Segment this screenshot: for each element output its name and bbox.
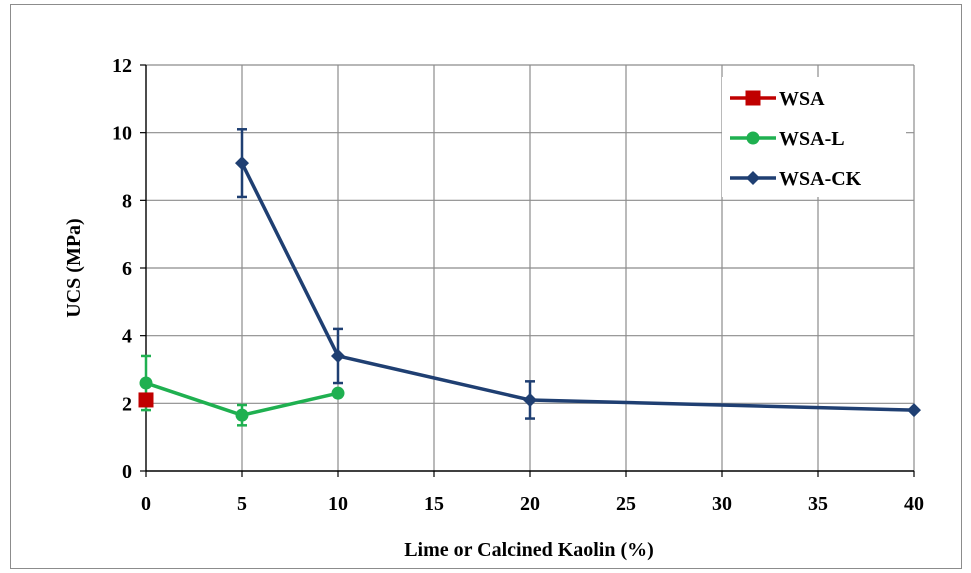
x-tick-label-35: 35 bbox=[808, 493, 828, 515]
tick-labels: 0 5 10 15 20 25 30 35 40 0 2 4 6 8 10 12 bbox=[112, 55, 924, 515]
y-tick-label-0: 0 bbox=[122, 461, 132, 483]
y-tick-label-4: 4 bbox=[122, 326, 132, 348]
x-tick-label-0: 0 bbox=[141, 493, 151, 515]
y-tick-label-6: 6 bbox=[122, 258, 132, 280]
legend-label-wsa-ck: WSA-CK bbox=[779, 168, 862, 190]
legend-marker-wsa-l bbox=[746, 131, 760, 145]
point-wsa-0 bbox=[138, 392, 154, 408]
point-wsa-l-1 bbox=[235, 408, 249, 422]
y-tick-label-10: 10 bbox=[112, 123, 132, 145]
x-tick-label-10: 10 bbox=[328, 493, 348, 515]
point-wsa-ck-2 bbox=[523, 392, 537, 407]
x-tick-label-25: 25 bbox=[616, 493, 636, 515]
legend-marker-wsa bbox=[745, 90, 761, 106]
point-wsa-l-0 bbox=[139, 376, 153, 390]
point-wsa-ck-3 bbox=[907, 403, 921, 418]
y-tick-label-2: 2 bbox=[122, 393, 132, 415]
x-tick-label-20: 20 bbox=[520, 493, 540, 515]
series-line-wsa-ck bbox=[240, 162, 915, 412]
point-wsa-ck-1 bbox=[331, 348, 345, 363]
point-wsa-ck-0 bbox=[235, 156, 249, 171]
legend-label-wsa-l: WSA-L bbox=[779, 128, 845, 150]
series-markers bbox=[138, 156, 921, 422]
x-tick-label-30: 30 bbox=[712, 493, 732, 515]
legend-label-wsa: WSA bbox=[779, 88, 825, 110]
y-tick-label-12: 12 bbox=[112, 55, 132, 77]
point-wsa-l-2 bbox=[331, 386, 345, 400]
y-axis-title: UCS (MPa) bbox=[63, 218, 85, 317]
x-tick-label-40: 40 bbox=[904, 493, 924, 515]
x-axis-title: Lime or Calcined Kaolin (%) bbox=[404, 539, 654, 561]
x-tick-label-15: 15 bbox=[424, 493, 444, 515]
legend: WSA WSA-L WSA-CK bbox=[722, 77, 906, 197]
legend-marker-wsa-ck bbox=[746, 171, 760, 185]
x-tick-label-5: 5 bbox=[237, 493, 247, 515]
y-tick-label-8: 8 bbox=[122, 190, 132, 212]
